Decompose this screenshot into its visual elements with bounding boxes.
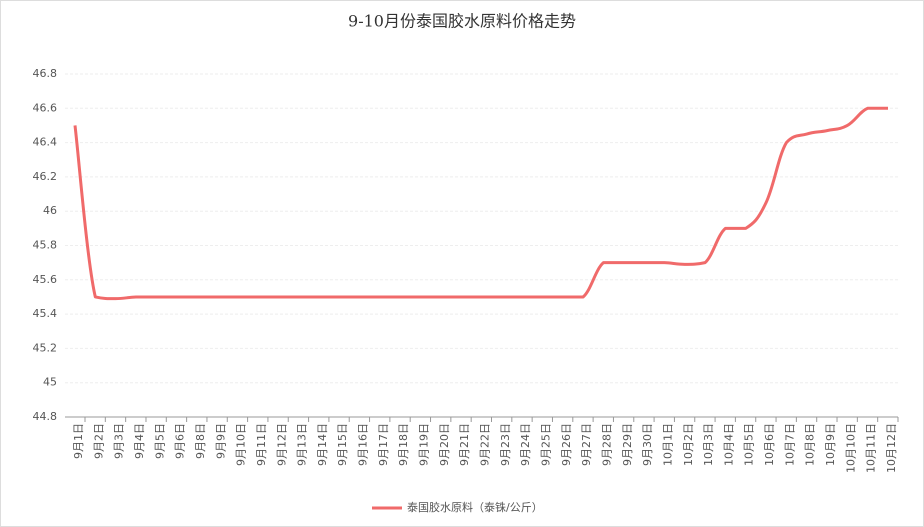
x-tick-label: 10月7日	[783, 423, 796, 466]
y-tick-label: 45.6	[33, 273, 58, 286]
x-tick-label: 10月12日	[885, 423, 898, 473]
x-tick-label: 10月5日	[743, 423, 756, 466]
x-tick-label: 9月19日	[418, 423, 431, 466]
x-tick-label: 9月25日	[539, 423, 552, 466]
x-tick-label: 9月15日	[336, 423, 349, 466]
x-tick-label: 9月17日	[377, 423, 390, 466]
x-tick-label: 10月4日	[722, 423, 735, 466]
x-tick-label: 9月4日	[133, 423, 146, 459]
x-tick-label: 9月14日	[316, 423, 329, 466]
series-line	[73, 106, 888, 301]
y-tick-label: 46	[43, 204, 57, 217]
x-tick-label: 9月3日	[113, 423, 126, 459]
x-tick-label: 9月27日	[580, 423, 593, 466]
y-tick-label: 46.8	[33, 67, 58, 80]
x-tick-label: 10月11日	[865, 423, 878, 473]
x-tick-label: 10月9日	[824, 423, 837, 466]
x-tick-label: 9月5日	[153, 423, 166, 459]
chart-title: 9-10月份泰国胶水原料价格走势	[348, 12, 576, 31]
x-tick-label: 10月3日	[702, 423, 715, 466]
x-tick-label: 9月2日	[92, 423, 105, 459]
x-tick-label: 9月16日	[357, 423, 370, 466]
x-tick-label: 9月10日	[235, 423, 248, 466]
x-tick-label: 9月28日	[600, 423, 613, 466]
x-tick-label: 9月22日	[479, 423, 492, 466]
x-tick-label: 9月26日	[560, 423, 573, 466]
y-tick-label: 45	[43, 376, 57, 389]
legend-label: 泰国胶水原料（泰铢/公斤）	[407, 500, 543, 514]
x-tick-label: 10月1日	[661, 423, 674, 466]
x-tick-label: 9月11日	[255, 423, 268, 466]
x-tick-label: 10月6日	[763, 423, 776, 466]
x-tick-label: 9月6日	[174, 423, 187, 459]
x-tick-label: 9月23日	[499, 423, 512, 466]
x-tick-label: 9月21日	[458, 423, 471, 466]
y-tick-label: 45.8	[33, 239, 58, 252]
y-tick-label: 45.2	[33, 341, 58, 354]
x-tick-label: 9月8日	[194, 423, 207, 459]
x-tick-label: 10月2日	[682, 423, 695, 466]
x-tick-label: 9月30日	[641, 423, 654, 466]
x-tick-label: 9月18日	[397, 423, 410, 466]
y-tick-label: 46.4	[33, 136, 58, 149]
x-tick-label: 9月12日	[275, 423, 288, 466]
y-tick-label: 46.6	[33, 101, 58, 114]
y-tick-label: 44.8	[33, 410, 58, 423]
y-tick-label: 46.2	[33, 170, 58, 183]
x-tick-label: 9月20日	[438, 423, 451, 466]
x-tick-label: 9月1日	[72, 423, 85, 459]
x-tick-label: 10月10日	[844, 423, 857, 473]
x-tick-label: 9月9日	[214, 423, 227, 459]
x-tick-label: 9月24日	[519, 423, 532, 466]
x-tick-label: 10月8日	[804, 423, 817, 466]
y-tick-label: 45.4	[33, 307, 58, 320]
x-tick-label: 9月13日	[296, 423, 309, 466]
x-tick-label: 9月29日	[621, 423, 634, 466]
